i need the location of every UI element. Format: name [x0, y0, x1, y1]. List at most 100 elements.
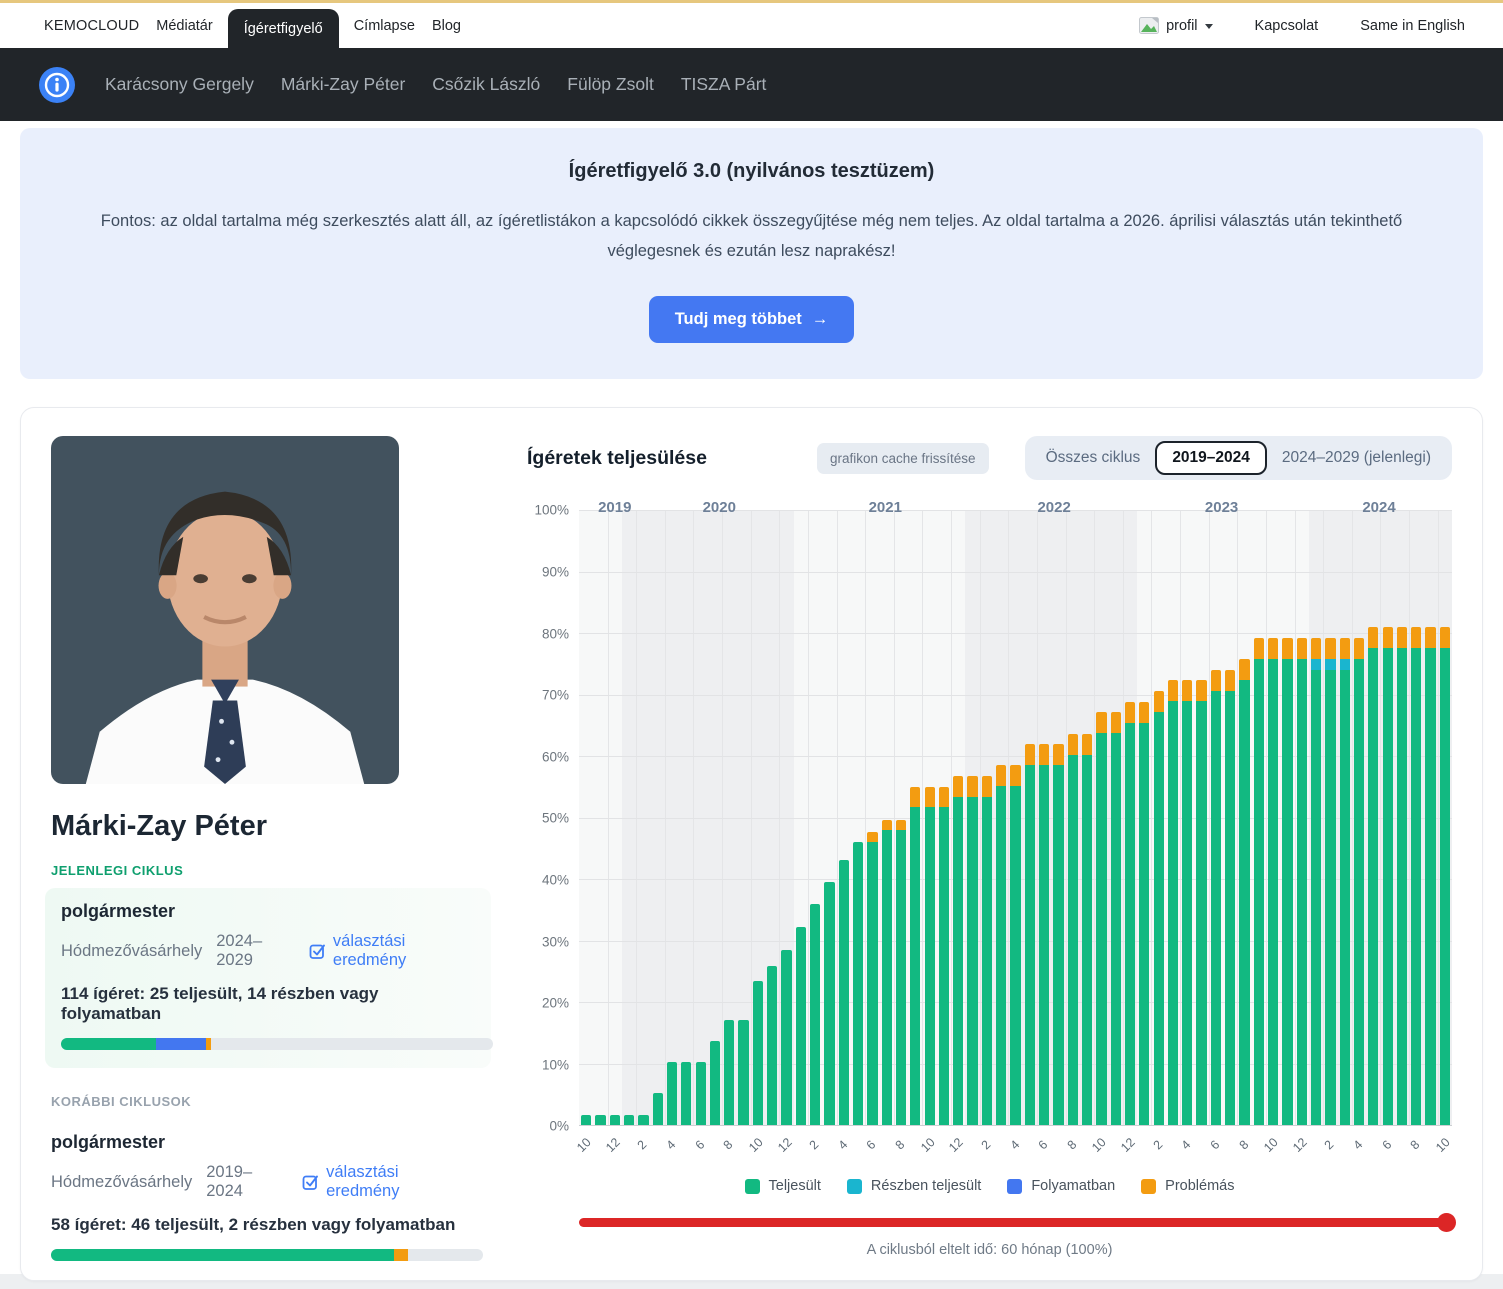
election-result-link-current[interactable]: választási eredmény — [309, 932, 475, 970]
chart-bar[interactable] — [908, 510, 922, 1126]
chart-bar[interactable] — [579, 510, 593, 1126]
chart-bar[interactable] — [894, 510, 908, 1126]
toggle-all-cycles[interactable]: Összes ciklus — [1045, 449, 1141, 467]
time-range-slider[interactable] — [579, 1212, 1456, 1233]
toggle-2019-2024[interactable]: 2019–2024 — [1155, 441, 1267, 476]
chart-bar[interactable] — [937, 510, 951, 1126]
hero-cta-button[interactable]: Tudj meg többet → — [648, 296, 855, 344]
nav-item-tisza-part[interactable]: TISZA Párt — [680, 74, 767, 94]
x-tick-label: 2 — [978, 1137, 994, 1153]
chart-bar[interactable] — [593, 510, 607, 1126]
chart-bar[interactable] — [880, 510, 894, 1126]
chart-bar[interactable] — [994, 510, 1008, 1126]
x-tick-label: 2 — [806, 1137, 822, 1153]
portrait-photo — [51, 436, 399, 785]
chart-bar[interactable] — [1180, 510, 1194, 1126]
chart-bar[interactable] — [923, 510, 937, 1126]
x-tick-label: 8 — [1236, 1137, 1251, 1153]
current-cycle-term: 2024–2029 — [216, 932, 263, 970]
chart-bar[interactable] — [794, 510, 808, 1126]
chart-bar[interactable] — [608, 510, 622, 1126]
chart-bar[interactable] — [622, 510, 636, 1126]
chart-bar[interactable] — [1166, 510, 1180, 1126]
chart-bar[interactable] — [1280, 510, 1294, 1126]
chart-bar[interactable] — [708, 510, 722, 1126]
chart-bar[interactable] — [865, 510, 879, 1126]
chart-bar[interactable] — [1409, 510, 1423, 1126]
chart-bar[interactable] — [951, 510, 965, 1126]
chart-bar[interactable] — [1008, 510, 1022, 1126]
chart-bar[interactable] — [1109, 510, 1123, 1126]
nav-item-kapcsolat[interactable]: Kapcsolat — [1254, 17, 1319, 34]
chart-bar[interactable] — [1309, 510, 1323, 1126]
nav-item-language[interactable]: Same in English — [1360, 17, 1465, 34]
chart-bar[interactable] — [1194, 510, 1208, 1126]
nav-item-karacsony-gergely[interactable]: Karácsony Gergely — [105, 74, 254, 94]
election-result-link-previous[interactable]: választási eredmény — [302, 1163, 475, 1201]
y-tick-label: 20% — [541, 995, 569, 1011]
x-tick-label: 6 — [1035, 1137, 1051, 1153]
chart-bar[interactable] — [1252, 510, 1266, 1126]
nav-item-blog[interactable]: Blog — [431, 17, 461, 34]
toggle-2024-2029[interactable]: 2024–2029 (jelenlegi) — [1281, 449, 1431, 467]
slider-track[interactable] — [579, 1218, 1448, 1228]
year-label-2024: 2024 — [1362, 499, 1396, 517]
chart-bar[interactable] — [808, 510, 822, 1126]
chart-bar[interactable] — [1266, 510, 1280, 1126]
chart-bar[interactable] — [1094, 510, 1108, 1126]
chart-bar[interactable] — [651, 510, 665, 1126]
chart-bar[interactable] — [736, 510, 750, 1126]
chart-bar[interactable] — [1023, 510, 1037, 1126]
chart-bar[interactable] — [1123, 510, 1137, 1126]
nav-item-cimlapse[interactable]: Címlapse — [353, 17, 415, 34]
chart-bar[interactable] — [679, 510, 693, 1126]
nav-item-csozik-laszlo[interactable]: Csőzik László — [432, 74, 541, 94]
chart-bar[interactable] — [1352, 510, 1366, 1126]
slider-handle[interactable] — [1437, 1213, 1456, 1233]
chart-bar[interactable] — [851, 510, 865, 1126]
chart-bar[interactable] — [751, 510, 765, 1126]
chart-bar[interactable] — [1381, 510, 1395, 1126]
chart-bar[interactable] — [1137, 510, 1151, 1126]
nav-item-fulop-zsolt[interactable]: Fülöp Zsolt — [567, 74, 654, 94]
brand-kemocloud[interactable]: KEMOCLOUD — [44, 17, 140, 34]
checkbox-check-icon — [309, 943, 326, 960]
chart-bar[interactable] — [1152, 510, 1166, 1126]
chart-bar[interactable] — [779, 510, 793, 1126]
chart-bar[interactable] — [1037, 510, 1051, 1126]
chart-bar[interactable] — [694, 510, 708, 1126]
grid-hline — [579, 633, 1452, 635]
chart-bar[interactable] — [1209, 510, 1223, 1126]
y-tick-label: 10% — [541, 1057, 569, 1073]
chart-column: Ígéretek teljesülése grafikon cache fris… — [527, 436, 1456, 1258]
chart-bar[interactable] — [965, 510, 979, 1126]
top-nav-left: KEMOCLOUD Médiatár Ígéretfigyelő Címlaps… — [42, 3, 463, 48]
chart-bar[interactable] — [1395, 510, 1409, 1126]
chart-bar[interactable] — [1423, 510, 1437, 1126]
chart-bar[interactable] — [980, 510, 994, 1126]
chart-bar[interactable] — [1223, 510, 1237, 1126]
nav-item-mediatar[interactable]: Médiatár — [156, 17, 213, 34]
chart-bar[interactable] — [1438, 510, 1452, 1126]
chart-bar[interactable] — [636, 510, 650, 1126]
chart-bar[interactable] — [1080, 510, 1094, 1126]
info-icon[interactable] — [38, 66, 76, 104]
chart-bar[interactable] — [837, 510, 851, 1126]
nav-item-marki-zay-peter[interactable]: Márki-Zay Péter — [280, 74, 406, 94]
nav-item-igeretfigyelo-active[interactable]: Ígéretfigyelő — [227, 9, 339, 48]
chart-bar[interactable] — [765, 510, 779, 1126]
chart-bar[interactable] — [1323, 510, 1337, 1126]
chart-bar[interactable] — [1237, 510, 1251, 1126]
chart-bar[interactable] — [1366, 510, 1380, 1126]
year-label-2021: 2021 — [868, 499, 902, 517]
chart-bar[interactable] — [1051, 510, 1065, 1126]
refresh-cache-button[interactable]: grafikon cache frissítése — [816, 442, 989, 474]
chart-bar[interactable] — [1295, 510, 1309, 1126]
legend-item: Teljesült — [744, 1178, 821, 1194]
chart-bar[interactable] — [722, 510, 736, 1126]
chart-bar[interactable] — [822, 510, 836, 1126]
chart-bar[interactable] — [1066, 510, 1080, 1126]
chart-bar[interactable] — [665, 510, 679, 1126]
profile-menu[interactable]: profil — [1137, 13, 1214, 38]
chart-bar[interactable] — [1338, 510, 1352, 1126]
